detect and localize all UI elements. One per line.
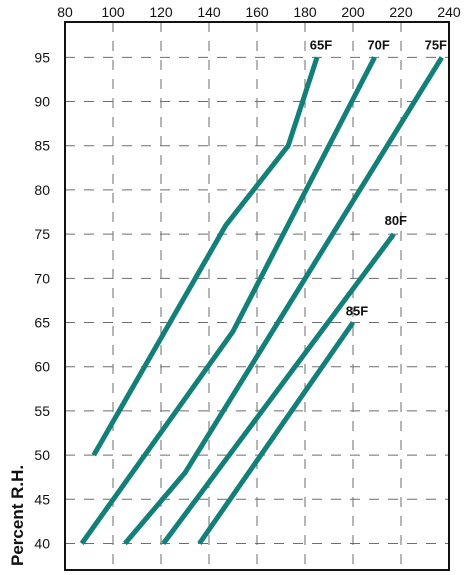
grid-lines	[65, 22, 449, 570]
y-tick-label: 70	[34, 270, 50, 286]
series-line-80f	[161, 232, 396, 545]
x-tick-label: 200	[341, 4, 365, 20]
y-tick-label: 85	[34, 138, 50, 154]
series-line-65f	[91, 56, 320, 457]
series-line-70f	[79, 56, 377, 545]
x-tick-label: 220	[389, 4, 413, 20]
series-lines	[79, 56, 444, 546]
series-label-80f: 80F	[385, 213, 407, 228]
series-label-75f: 75F	[425, 37, 447, 52]
x-tick-label: 80	[57, 4, 73, 20]
x-tick-label: 180	[293, 4, 317, 20]
x-tick-label: 140	[197, 4, 221, 20]
y-tick-label: 95	[34, 49, 50, 65]
y-tick-label: 60	[34, 359, 50, 375]
y-tick-label: 65	[34, 315, 50, 331]
x-tick-label: 120	[149, 4, 173, 20]
series-line-75f	[123, 56, 444, 546]
y-tick-label: 55	[34, 403, 50, 419]
y-tick-label: 75	[34, 226, 50, 242]
y-tick-label: 80	[34, 182, 50, 198]
y-tick-label: 90	[34, 94, 50, 110]
y-tick-label: 45	[34, 491, 50, 507]
series-label-65f: 65F	[310, 37, 332, 52]
x-axis-ticks: 80 100 120 140 160 180 200 220 240	[57, 4, 461, 20]
series-labels: 65F 70F 75F 80F 85F	[310, 37, 447, 318]
y-axis-label: Percent R.H.	[8, 465, 27, 566]
y-tick-label: 50	[34, 447, 50, 463]
y-tick-label: 40	[34, 535, 50, 551]
plot-frame	[64, 21, 450, 571]
y-axis-ticks: 40 45 50 55 60 65 70 75 80 85 90 95	[34, 49, 50, 551]
x-tick-label: 100	[101, 4, 125, 20]
series-label-85f: 85F	[346, 304, 368, 319]
series-label-70f: 70F	[367, 37, 389, 52]
x-tick-label: 160	[245, 4, 269, 20]
x-tick-label: 240	[437, 4, 461, 20]
series-line-85f	[197, 321, 356, 545]
